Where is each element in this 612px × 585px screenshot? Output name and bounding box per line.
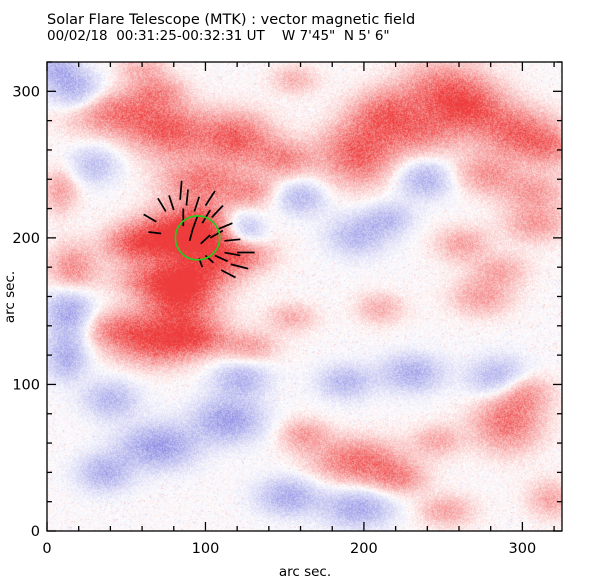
x-tick-label: 200 [350, 541, 378, 557]
field-vector [193, 196, 200, 212]
field-vector [230, 263, 249, 270]
figure-subtitle: 00/02/18 00:31:25-00:32:31 UT W 7'45" N … [47, 28, 390, 44]
figure-title: Solar Flare Telescope (MTK) : vector mag… [47, 12, 416, 28]
figure-title-block: Solar Flare Telescope (MTK) : vector mag… [47, 12, 587, 44]
field-vector [185, 189, 189, 206]
field-vector [168, 195, 175, 211]
field-vector [224, 238, 241, 242]
y-axis-title: arc sec. [2, 271, 18, 323]
x-axis-title: arc sec. [279, 564, 331, 580]
field-vector [157, 197, 167, 212]
x-tick-label: 300 [509, 541, 537, 557]
field-vector [209, 229, 224, 239]
field-vector [188, 228, 194, 242]
field-vector [204, 190, 216, 207]
field-vector [217, 222, 233, 230]
field-vector [220, 269, 236, 279]
y-tick-label: 0 [31, 524, 40, 540]
x-tick-label: 0 [42, 541, 51, 557]
x-tick-label: 100 [192, 541, 220, 557]
plot-area [47, 62, 562, 531]
field-vector [191, 215, 199, 230]
field-vector [214, 254, 229, 263]
field-vector [143, 213, 157, 223]
y-tick-label: 300 [12, 84, 40, 100]
field-vector [179, 180, 183, 200]
y-tick-label: 100 [12, 377, 40, 393]
sunspot-umbra-contour [174, 215, 221, 261]
overlay-annotations [143, 180, 255, 279]
vector-field-arrows [143, 180, 255, 279]
field-vector [148, 231, 162, 235]
field-vector [211, 205, 224, 218]
field-vector [200, 234, 211, 245]
y-tick-label: 200 [12, 231, 40, 247]
